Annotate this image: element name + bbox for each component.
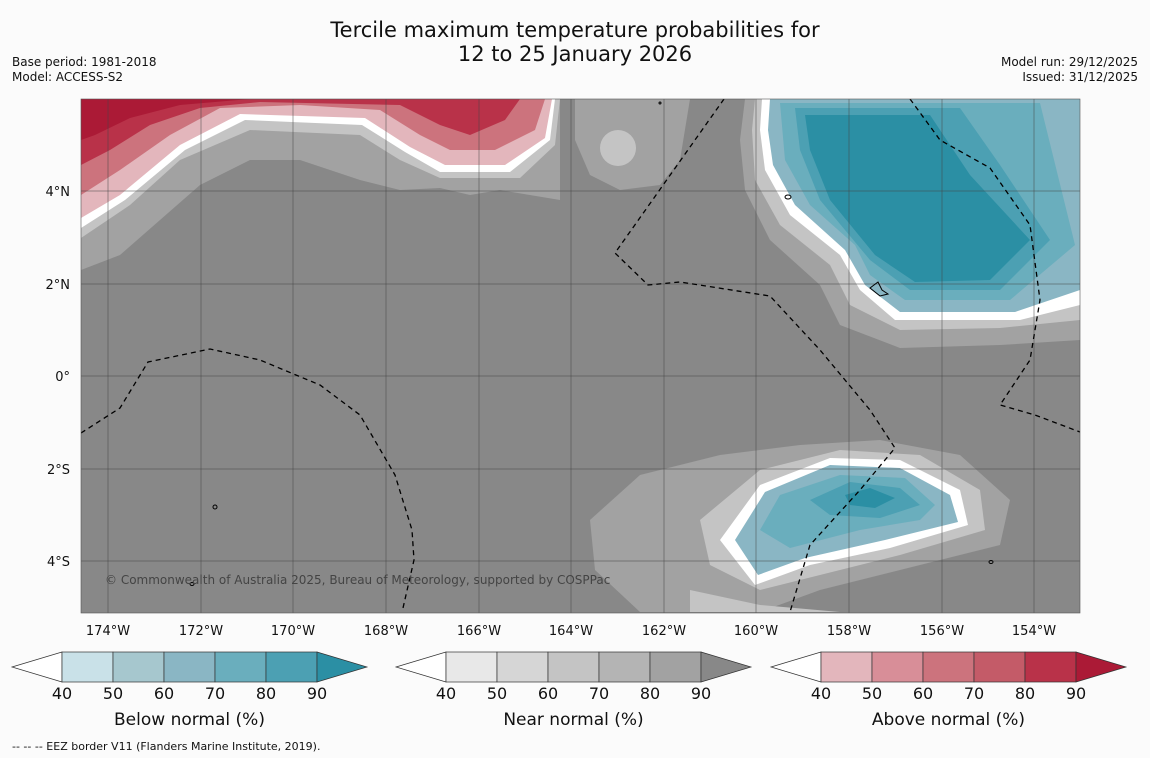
colorbar-tick: 80: [640, 684, 660, 703]
lon-label: 154°W: [1012, 624, 1056, 639]
colorbar-2: 40 50 60 70 80 90 Above normal (%): [769, 651, 1128, 730]
colorbar-segment: [163, 651, 216, 683]
colorbar-segment: [973, 651, 1026, 683]
model-name: Model: ACCESS-S2: [12, 70, 124, 84]
grid-lines: [81, 99, 1080, 613]
lon-label: 162°W: [642, 624, 686, 639]
colorbar-tick: 80: [1015, 684, 1035, 703]
colorbar-0: 40 50 60 70 80 90 Below normal (%): [10, 651, 369, 730]
colorbar-segment: [922, 651, 975, 683]
colorbar-segment: [871, 651, 924, 683]
meta-right: Model run: 29/12/2025 Issued: 31/12/2025: [1001, 55, 1138, 85]
title-line-2: 12 to 25 January 2026: [457, 42, 693, 66]
colorbar-extend-high: [1075, 651, 1128, 683]
colorbar-segment: [214, 651, 267, 683]
latitude-labels: 4°N 2°N 0° 2°S 4°S: [46, 185, 71, 570]
colorbar-extend-low: [769, 651, 822, 683]
colorbar-tick: 70: [589, 684, 609, 703]
colorbar-label: Near normal (%): [503, 710, 643, 730]
colorbar-tick: 40: [436, 684, 456, 703]
colorbar-tick: 50: [487, 684, 507, 703]
lon-label: 170°W: [271, 624, 315, 639]
lon-label: 166°W: [457, 624, 501, 639]
colorbar-segment: [112, 651, 165, 683]
colorbar-tick: 70: [205, 684, 225, 703]
colorbar-tick: 70: [964, 684, 984, 703]
colorbar-tick: 50: [862, 684, 882, 703]
colorbar-segment: [598, 651, 651, 683]
colorbar-segment: [1024, 651, 1077, 683]
colorbar-extend-low: [394, 651, 447, 683]
islands: [189, 101, 994, 586]
colorbar-tick: 60: [154, 684, 174, 703]
colorbar-tick: 90: [691, 684, 711, 703]
colorbar-tick: 90: [1066, 684, 1086, 703]
colorbar-segment: [265, 651, 318, 683]
lon-label: 164°W: [549, 624, 593, 639]
issued-date: Issued: 31/12/2025: [1022, 70, 1138, 84]
model-run: Model run: 29/12/2025: [1000, 55, 1138, 69]
colorbar-label: Below normal (%): [114, 710, 265, 730]
lon-label: 174°W: [86, 624, 130, 639]
colorbar-tick: 90: [307, 684, 327, 703]
colorbar-tick: 60: [538, 684, 558, 703]
colorbar-extend-low: [10, 651, 63, 683]
lon-label: 160°W: [734, 624, 778, 639]
colorbar-tick: 80: [256, 684, 276, 703]
colorbar-segment: [445, 651, 498, 683]
lon-label: 156°W: [920, 624, 964, 639]
meta-left: Base period: 1981-2018 Model: ACCESS-S2: [12, 55, 157, 85]
lon-label: 158°W: [827, 624, 871, 639]
colorbar-extend-high: [316, 651, 369, 683]
lon-label: 168°W: [364, 624, 408, 639]
map-title: Tercile maximum temperature probabilitie…: [0, 18, 1150, 66]
lat-label: 4°S: [47, 555, 70, 570]
colorbar-tick: 50: [103, 684, 123, 703]
colorbar-segment: [820, 651, 873, 683]
lat-label: 2°S: [47, 463, 70, 478]
colorbar-tick: 40: [811, 684, 831, 703]
map-field: © Commonwealth of Australia 2025, Bureau…: [81, 99, 1080, 613]
colorbar-tick: 40: [52, 684, 72, 703]
lat-label: 2°N: [46, 278, 71, 293]
eez-footnote: -- -- -- EEZ border V11 (Flanders Marine…: [12, 740, 321, 753]
colorbar-segment: [496, 651, 549, 683]
lat-label: 0°: [55, 370, 70, 385]
colorbars: 40 50 60 70 80 90 Below normal (%) 40 50 60 70 80 90…: [10, 651, 1128, 730]
colorbar-extend-high: [700, 651, 753, 683]
copyright-text: © Commonwealth of Australia 2025, Bureau…: [105, 573, 610, 587]
colorbar-tick: 60: [913, 684, 933, 703]
title-line-1: Tercile maximum temperature probabilitie…: [330, 18, 820, 42]
eez-borders: [81, 99, 1080, 613]
lat-label: 4°N: [46, 185, 71, 200]
colorbar-segment: [61, 651, 114, 683]
longitude-labels: 174°W 172°W 170°W 168°W 166°W 164°W 162°W 160°W…: [86, 624, 1056, 639]
lon-label: 172°W: [179, 624, 223, 639]
colorbar-segment: [547, 651, 600, 683]
colorbar-label: Above normal (%): [872, 710, 1025, 730]
colorbar-segment: [649, 651, 702, 683]
colorbar-1: 40 50 60 70 80 90 Near normal (%): [394, 651, 753, 730]
base-period: Base period: 1981-2018: [12, 55, 157, 69]
